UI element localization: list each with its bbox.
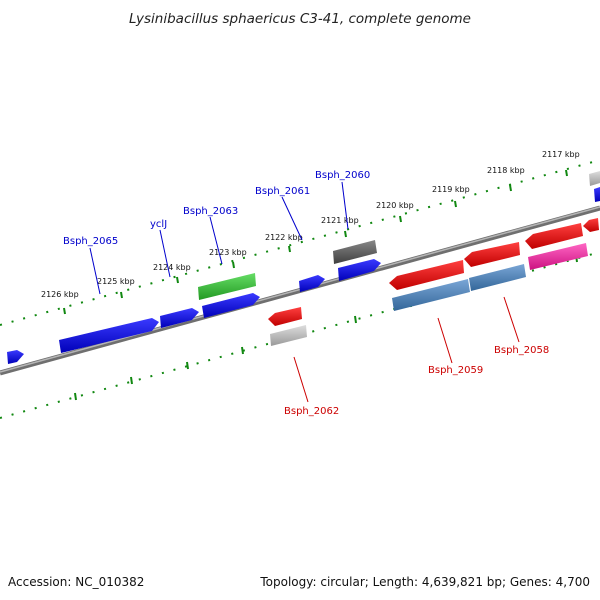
major-tick [186, 361, 189, 370]
tick-label: 2125 kbp [97, 277, 135, 286]
gene-label: Bsph_2058 [494, 345, 549, 356]
gene-feature[interactable] [160, 308, 199, 328]
tick-label: 2121 kbp [321, 216, 359, 225]
gene-feature[interactable] [338, 259, 381, 281]
major-tick [232, 261, 235, 269]
major-tick [130, 376, 133, 385]
gene-feature[interactable] [333, 240, 377, 264]
gene-feature[interactable] [469, 264, 526, 291]
major-tick [176, 276, 179, 284]
gene-feature[interactable] [594, 187, 600, 202]
tick-label: 2122 kbp [265, 233, 303, 242]
gene-feature[interactable] [464, 242, 520, 267]
gene-label: Bsph_2062 [284, 406, 339, 417]
gene-label: Bsph_2065 [63, 236, 118, 247]
major-tick [399, 215, 402, 223]
accession-text: Accession: NC_010382 [8, 575, 144, 589]
tick-label: 2120 kbp [376, 201, 414, 210]
gene-labels: Bsph_2065 yclJ Bsph_2063 Bsph_2061 Bsph_… [63, 170, 549, 417]
gene-feature[interactable] [299, 275, 325, 292]
gene-label: Bsph_2061 [255, 186, 310, 197]
gene-feature[interactable] [392, 279, 470, 311]
gene-label: yclJ [150, 219, 167, 230]
tick-label: 2119 kbp [432, 185, 470, 194]
gene-feature[interactable] [389, 260, 464, 290]
tick-label: 2117 kbp [542, 150, 580, 159]
gene-feature[interactable] [268, 307, 302, 326]
gene-feature[interactable] [7, 350, 24, 364]
major-tick [565, 169, 568, 177]
gene-label: Bsph_2060 [315, 170, 370, 181]
gene-feature[interactable] [528, 243, 588, 270]
genome-title: Lysinibacillus sphaericus C3-41, complet… [129, 11, 471, 27]
gene-feature[interactable] [525, 223, 583, 249]
topology-text: Topology: circular; Length: 4,639,821 bp… [259, 575, 590, 589]
major-tick [74, 392, 77, 401]
forward-genes [7, 171, 600, 364]
tick-label: 2123 kbp [209, 248, 247, 257]
tick-labels: 2117 kbp 2118 kbp 2119 kbp 2120 kbp 2121… [41, 150, 580, 299]
major-tick [288, 245, 291, 253]
gene-feature[interactable] [270, 325, 307, 346]
gene-feature[interactable] [589, 171, 600, 186]
gene-label: Bsph_2059 [428, 365, 483, 376]
major-tick [241, 346, 244, 355]
major-tick [120, 291, 123, 299]
gene-feature[interactable] [202, 293, 260, 318]
major-tick [354, 315, 357, 324]
gene-feature[interactable] [198, 273, 256, 300]
label-leaders [89, 181, 520, 403]
tick-label: 2124 kbp [153, 263, 191, 272]
gene-feature[interactable] [583, 218, 599, 232]
major-tick [509, 184, 512, 192]
reverse-genes [268, 218, 599, 346]
major-tick [344, 230, 347, 238]
gene-label: Bsph_2063 [183, 206, 238, 217]
major-tick [63, 307, 66, 315]
major-tick [454, 200, 457, 208]
tick-label: 2118 kbp [487, 166, 525, 175]
tick-label: 2126 kbp [41, 290, 79, 299]
outer-major-ticks [63, 169, 568, 315]
gene-feature[interactable] [59, 318, 159, 353]
